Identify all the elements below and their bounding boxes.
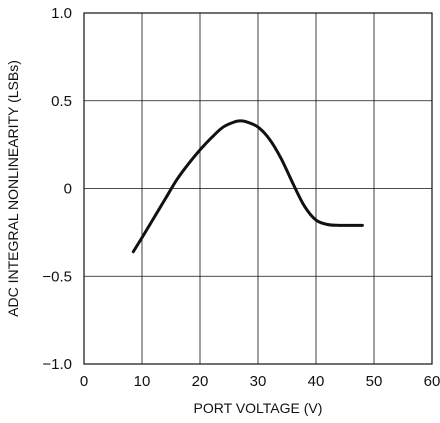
- series-layer: [131, 119, 364, 254]
- grid: [84, 13, 432, 364]
- y-tick-label: −1.0: [42, 356, 72, 373]
- y-tick-label: −0.5: [42, 268, 72, 285]
- x-tick-label: 10: [134, 373, 151, 390]
- x-tick-label: 60: [424, 373, 440, 390]
- y-axis-label: ADC INTEGRAL NONLINEARITY (LSBs): [5, 60, 21, 317]
- inl-curve: [131, 119, 364, 254]
- y-tick-labels: 1.0 0.5 0 −0.5 −1.0: [42, 5, 72, 373]
- x-axis-label: PORT VOLTAGE (V): [194, 400, 323, 416]
- x-tick-label: 20: [192, 373, 209, 390]
- y-tick-label: 0: [64, 181, 72, 198]
- x-tick-label: 40: [308, 373, 325, 390]
- plot-frame: [83, 12, 433, 365]
- y-tick-label: 0.5: [51, 93, 72, 110]
- x-tick-label: 0: [80, 373, 88, 390]
- x-tick-labels: 0 10 20 30 40 50 60: [80, 373, 440, 390]
- x-tick-label: 50: [366, 373, 383, 390]
- x-tick-label: 30: [250, 373, 267, 390]
- y-tick-label: 1.0: [51, 5, 72, 22]
